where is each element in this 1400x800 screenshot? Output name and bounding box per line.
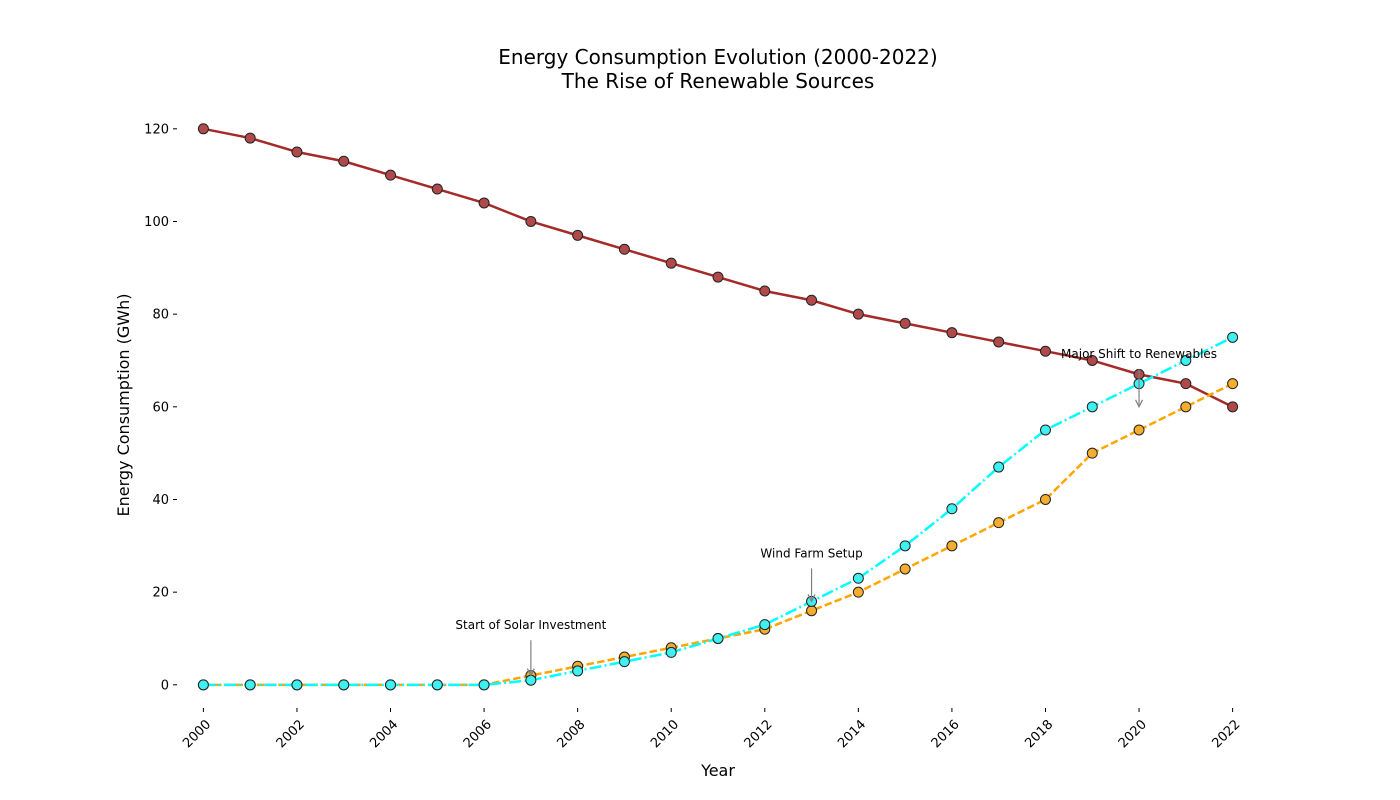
data-point bbox=[1039, 345, 1051, 357]
data-point bbox=[618, 243, 630, 255]
data-point bbox=[712, 271, 724, 283]
x-tick-label: 2008 bbox=[554, 717, 588, 751]
y-axis-label: Energy Consumption (GWh) bbox=[114, 294, 133, 517]
data-point bbox=[852, 572, 864, 584]
data-point bbox=[993, 336, 1005, 348]
annotation-arrow-head bbox=[526, 668, 535, 677]
data-point bbox=[618, 656, 630, 668]
data-point bbox=[946, 503, 958, 515]
y-axis: 0 20 40 60 80 100 120 bbox=[144, 122, 177, 693]
x-tick-label: 2018 bbox=[1022, 717, 1056, 751]
x-tick-label: 2004 bbox=[367, 717, 401, 751]
data-point bbox=[338, 155, 350, 167]
data-point bbox=[1086, 401, 1098, 413]
data-point bbox=[1039, 493, 1051, 505]
annotation-arrow-head bbox=[1135, 399, 1144, 409]
series-0 bbox=[197, 123, 1239, 413]
x-axis: 2000 2002 2004 2006 2008 2010 2012 2014 2016 2018… bbox=[180, 708, 1243, 751]
y-tick-label: 100 bbox=[144, 215, 169, 230]
data-point bbox=[1180, 401, 1192, 413]
series-layer bbox=[197, 123, 1239, 691]
data-point bbox=[946, 540, 958, 552]
annotation-label: Major Shift to Renewables bbox=[1061, 347, 1217, 361]
series-line bbox=[203, 127, 1234, 408]
x-tick-label: 2010 bbox=[648, 717, 682, 751]
data-point bbox=[244, 679, 256, 691]
data-point bbox=[244, 132, 256, 144]
data-point bbox=[1086, 354, 1098, 366]
data-point bbox=[1227, 401, 1239, 413]
x-tick-label: 2012 bbox=[742, 717, 776, 751]
y-tick-label: 120 bbox=[144, 122, 169, 137]
data-point bbox=[806, 605, 818, 617]
data-point bbox=[759, 619, 771, 631]
data-point bbox=[291, 146, 303, 158]
data-point bbox=[993, 517, 1005, 529]
data-point bbox=[899, 540, 911, 552]
data-point bbox=[291, 679, 303, 691]
data-point bbox=[478, 197, 490, 209]
data-point bbox=[1180, 354, 1192, 366]
y-tick-label: 20 bbox=[152, 586, 169, 601]
data-point bbox=[852, 586, 864, 598]
data-point bbox=[899, 317, 911, 329]
x-tick-label: 2014 bbox=[835, 717, 869, 751]
series-line bbox=[203, 336, 1234, 687]
x-tick-label: 2022 bbox=[1209, 717, 1243, 751]
x-tick-label: 2006 bbox=[461, 717, 495, 751]
data-point bbox=[1227, 378, 1239, 390]
data-point bbox=[899, 563, 911, 575]
chart-title: Energy Consumption Evolution (2000-2022) bbox=[498, 45, 937, 69]
data-point bbox=[946, 327, 958, 339]
data-point bbox=[993, 461, 1005, 473]
y-tick-label: 80 bbox=[152, 308, 169, 323]
data-point bbox=[759, 285, 771, 297]
annotations: Start of Solar Investment Wind Farm Setup… bbox=[455, 347, 1217, 677]
annotation-arrow-head bbox=[807, 594, 816, 603]
data-point bbox=[1086, 447, 1098, 459]
data-point bbox=[478, 679, 490, 691]
data-point bbox=[431, 679, 443, 691]
data-point bbox=[852, 308, 864, 320]
x-axis-label: Year bbox=[700, 761, 735, 780]
data-point bbox=[665, 257, 677, 269]
chart-subtitle: The Rise of Renewable Sources bbox=[561, 69, 875, 93]
data-point bbox=[385, 679, 397, 691]
annotation-label: Start of Solar Investment bbox=[455, 618, 606, 632]
y-tick-label: 0 bbox=[161, 678, 169, 693]
annotation-label: Wind Farm Setup bbox=[760, 546, 862, 560]
data-point bbox=[1180, 378, 1192, 390]
y-tick-label: 40 bbox=[152, 493, 169, 508]
y-tick-label: 60 bbox=[152, 400, 169, 415]
x-tick-label: 2002 bbox=[274, 717, 308, 751]
data-point bbox=[431, 183, 443, 195]
data-point bbox=[197, 679, 209, 691]
data-point bbox=[1133, 424, 1145, 436]
data-point bbox=[338, 679, 350, 691]
data-point bbox=[525, 215, 537, 227]
x-tick-label: 2020 bbox=[1116, 717, 1150, 751]
data-point bbox=[806, 294, 818, 306]
data-point bbox=[712, 632, 724, 644]
x-tick-label: 2016 bbox=[929, 717, 963, 751]
data-point bbox=[572, 229, 584, 241]
data-point bbox=[385, 169, 397, 181]
x-tick-label: 2000 bbox=[180, 717, 214, 751]
data-point bbox=[197, 123, 209, 135]
data-point bbox=[1227, 331, 1239, 343]
series-2 bbox=[197, 331, 1239, 691]
data-point bbox=[665, 646, 677, 658]
data-point bbox=[572, 665, 584, 677]
data-point bbox=[1039, 424, 1051, 436]
